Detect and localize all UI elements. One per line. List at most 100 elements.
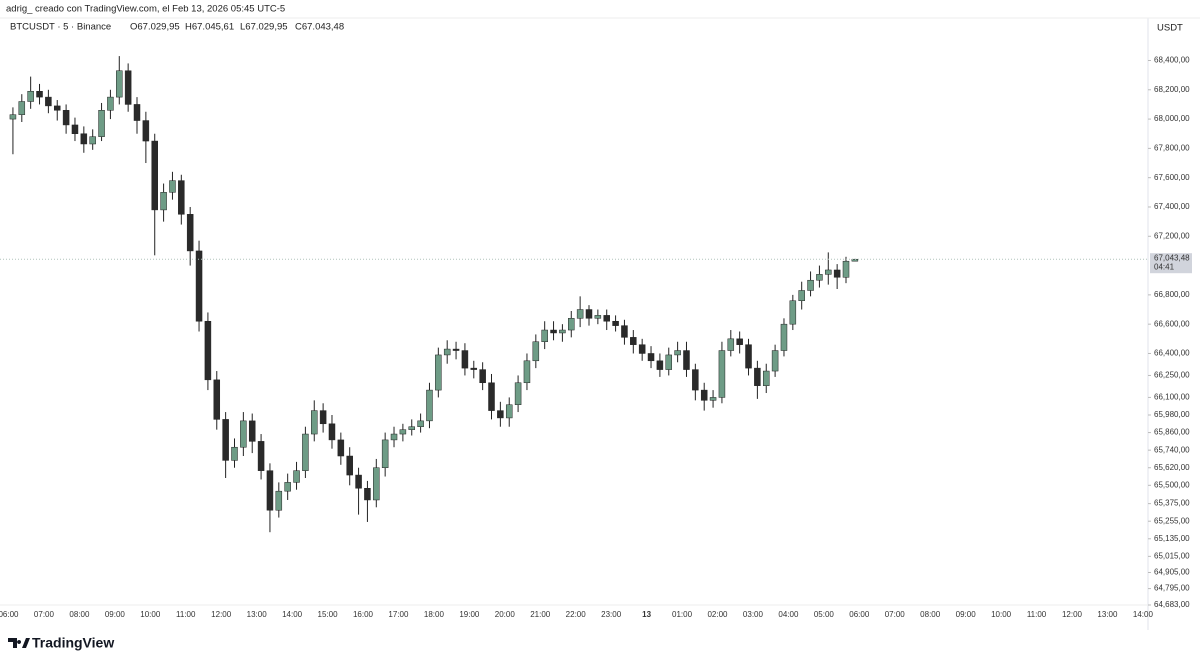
y-tick-label: 66,800,00 bbox=[1154, 290, 1190, 299]
candle-body bbox=[470, 367, 478, 370]
x-tick-label: 10:00 bbox=[991, 610, 1012, 619]
candle-body bbox=[124, 70, 132, 105]
candle-body bbox=[479, 369, 486, 384]
candle-body bbox=[656, 360, 664, 370]
candle-body bbox=[727, 338, 735, 351]
countdown: 04:41 bbox=[1154, 262, 1175, 271]
candle-body bbox=[266, 470, 274, 511]
y-tick-label: 65,620,00 bbox=[1154, 463, 1190, 472]
candle-body bbox=[302, 433, 309, 471]
x-tick-label: 07:00 bbox=[885, 610, 906, 619]
candle-body bbox=[807, 279, 814, 291]
x-tick-label: 08:00 bbox=[920, 610, 941, 619]
y-tick-label: 66,250,00 bbox=[1154, 371, 1190, 380]
candle-body bbox=[709, 397, 717, 401]
logo: TradingView bbox=[8, 635, 114, 651]
y-tick-label: 64,683,00 bbox=[1154, 600, 1190, 609]
x-tick-label: 14:00 bbox=[282, 610, 303, 619]
candle-body bbox=[178, 180, 185, 215]
x-tick-label: 04:00 bbox=[778, 610, 799, 619]
candle-body bbox=[213, 379, 221, 420]
candle-body bbox=[133, 104, 141, 121]
x-tick-label: 11:00 bbox=[176, 610, 196, 619]
candle-body bbox=[195, 250, 203, 322]
candle-body bbox=[630, 337, 637, 345]
candle-body bbox=[319, 410, 327, 425]
x-tick-label: 10:00 bbox=[140, 610, 161, 619]
y-tick-label: 66,600,00 bbox=[1154, 319, 1190, 328]
candle-body bbox=[337, 439, 345, 457]
x-tick-label: 08:00 bbox=[69, 610, 90, 619]
candle-body bbox=[408, 426, 415, 430]
candle-body bbox=[36, 90, 43, 98]
candle-body bbox=[98, 110, 105, 137]
candle-body bbox=[328, 423, 336, 441]
candle-body bbox=[27, 90, 34, 102]
y-tick-label: 66,100,00 bbox=[1154, 393, 1190, 402]
candle-body bbox=[559, 329, 566, 334]
x-tick-label: 07:00 bbox=[34, 610, 55, 619]
candle-body bbox=[771, 350, 779, 372]
y-tick-label: 65,015,00 bbox=[1154, 551, 1190, 560]
ohlc-open: O67.029,95 bbox=[130, 22, 180, 33]
candle-body bbox=[842, 260, 850, 278]
candle-body bbox=[107, 96, 114, 111]
candle-body bbox=[169, 180, 176, 193]
y-tick-label: 64,905,00 bbox=[1154, 568, 1190, 577]
x-tick-label: 09:00 bbox=[956, 610, 977, 619]
candle-body bbox=[62, 110, 70, 126]
candle-body bbox=[647, 353, 655, 362]
x-tick-label: 12:00 bbox=[1062, 610, 1083, 619]
x-tick-label: 01:00 bbox=[672, 610, 693, 619]
x-tick-label: 20:00 bbox=[495, 610, 516, 619]
candle-body bbox=[825, 269, 832, 275]
candle-body bbox=[142, 120, 150, 142]
y-tick-label: 65,860,00 bbox=[1154, 428, 1190, 437]
ohlc-close: C67.043,48 bbox=[295, 22, 344, 33]
candle-body bbox=[204, 320, 212, 381]
x-tick-label: 02:00 bbox=[707, 610, 728, 619]
x-tick-label: 14:00 bbox=[1133, 610, 1154, 619]
y-tick-label: 65,980,00 bbox=[1154, 410, 1190, 419]
y-tick-label: 65,740,00 bbox=[1154, 445, 1190, 454]
x-tick-label: 21:00 bbox=[530, 610, 551, 619]
logo-text: TradingView bbox=[32, 635, 114, 651]
candle-body bbox=[240, 420, 247, 448]
candle-body bbox=[9, 114, 17, 120]
candle-body bbox=[452, 348, 460, 351]
logo-mark bbox=[8, 638, 30, 648]
attribution: adrig_ creado con TradingView.com, el Fe… bbox=[6, 4, 285, 15]
candle-body bbox=[399, 429, 407, 435]
candle-body bbox=[576, 309, 584, 319]
candle-body bbox=[373, 467, 380, 501]
candle-body bbox=[284, 482, 291, 492]
candle-body bbox=[692, 369, 699, 391]
y-tick-label: 64,795,00 bbox=[1154, 584, 1190, 593]
candle-body bbox=[754, 367, 761, 386]
y-tick-label: 66,400,00 bbox=[1154, 349, 1190, 358]
candle-body bbox=[745, 344, 752, 369]
symbol-line: BTCUSDT · 5 · Binance O67.029,95 H67.045… bbox=[10, 22, 344, 33]
y-tick-label: 68,200,00 bbox=[1154, 85, 1190, 94]
candle-body bbox=[186, 214, 194, 252]
candle-body bbox=[435, 354, 442, 391]
candle-body bbox=[762, 370, 770, 386]
x-tick-label: 18:00 bbox=[424, 610, 445, 619]
candle-body bbox=[816, 274, 823, 281]
x-tick-label: 16:00 bbox=[353, 610, 374, 619]
candle-body bbox=[71, 124, 79, 134]
candle-body bbox=[505, 404, 513, 419]
candle-body bbox=[718, 350, 726, 398]
candle-body bbox=[417, 420, 424, 427]
y-tick-label: 65,500,00 bbox=[1154, 480, 1190, 489]
candle-body bbox=[532, 341, 540, 362]
candle-body bbox=[80, 133, 88, 145]
candle-body bbox=[293, 470, 300, 483]
x-tick-label: 06:00 bbox=[0, 610, 19, 619]
candle-body bbox=[523, 360, 531, 384]
candle-body bbox=[381, 439, 389, 468]
y-tick-label: 68,400,00 bbox=[1154, 56, 1190, 65]
candle-body bbox=[798, 290, 805, 301]
candle-body bbox=[612, 320, 619, 326]
